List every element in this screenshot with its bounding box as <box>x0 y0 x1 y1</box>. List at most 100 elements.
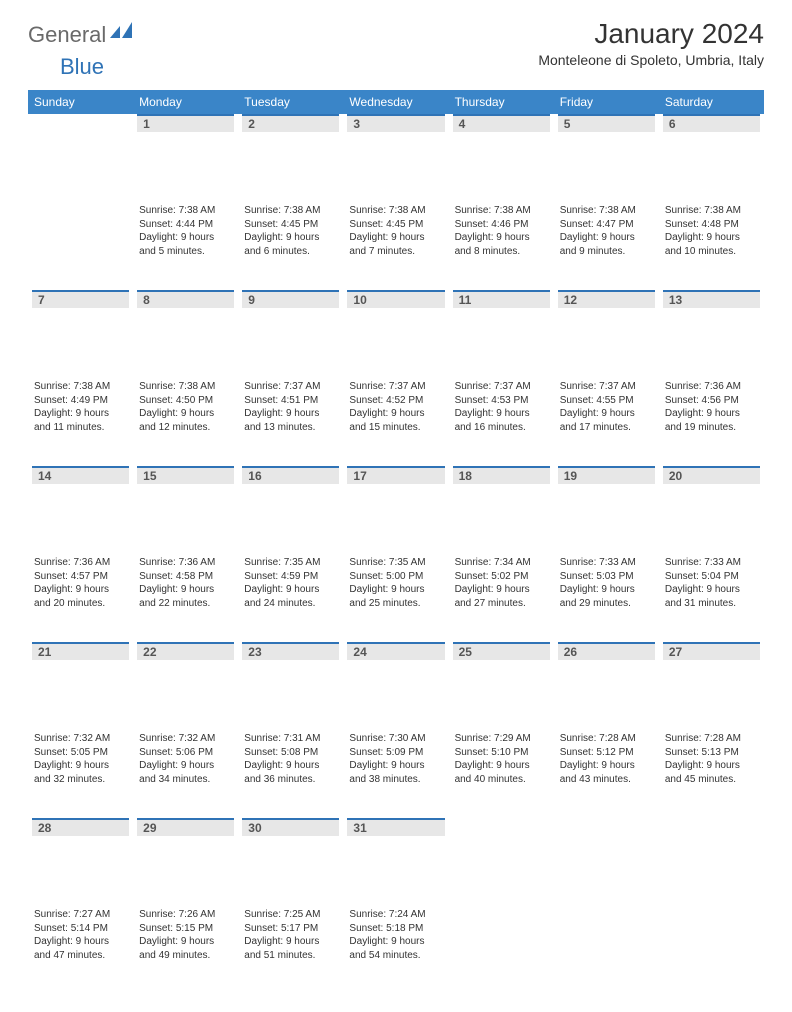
day-info-cell: Sunrise: 7:32 AMSunset: 5:05 PMDaylight:… <box>28 730 133 818</box>
day-header: Tuesday <box>238 90 343 114</box>
day-info: Sunrise: 7:25 AMSunset: 5:17 PMDaylight:… <box>242 906 339 962</box>
day-info-cell: Sunrise: 7:38 AMSunset: 4:50 PMDaylight:… <box>133 378 238 466</box>
day-number-cell: 23 <box>238 642 343 730</box>
day-info-cell: Sunrise: 7:38 AMSunset: 4:46 PMDaylight:… <box>449 202 554 290</box>
day-number: 11 <box>453 290 550 308</box>
week-info-row: Sunrise: 7:36 AMSunset: 4:57 PMDaylight:… <box>28 554 764 642</box>
day-info: Sunrise: 7:34 AMSunset: 5:02 PMDaylight:… <box>453 554 550 610</box>
day-number: 23 <box>242 642 339 660</box>
week-number-row: 78910111213 <box>28 290 764 378</box>
day-info: Sunrise: 7:38 AMSunset: 4:44 PMDaylight:… <box>137 202 234 258</box>
day-info: Sunrise: 7:37 AMSunset: 4:51 PMDaylight:… <box>242 378 339 434</box>
day-info-cell: Sunrise: 7:32 AMSunset: 5:06 PMDaylight:… <box>133 730 238 818</box>
day-number: 1 <box>137 114 234 132</box>
day-info-cell: Sunrise: 7:34 AMSunset: 5:02 PMDaylight:… <box>449 554 554 642</box>
day-number: 14 <box>32 466 129 484</box>
week-info-row: Sunrise: 7:38 AMSunset: 4:49 PMDaylight:… <box>28 378 764 466</box>
week-number-row: 123456 <box>28 114 764 202</box>
day-number: 10 <box>347 290 444 308</box>
day-info-cell <box>449 906 554 994</box>
day-number: 6 <box>663 114 760 132</box>
day-info-cell: Sunrise: 7:28 AMSunset: 5:12 PMDaylight:… <box>554 730 659 818</box>
week-number-row: 28293031 <box>28 818 764 906</box>
day-info-cell: Sunrise: 7:31 AMSunset: 5:08 PMDaylight:… <box>238 730 343 818</box>
day-number-cell: 20 <box>659 466 764 554</box>
day-info-cell: Sunrise: 7:36 AMSunset: 4:56 PMDaylight:… <box>659 378 764 466</box>
day-number-cell: 6 <box>659 114 764 202</box>
day-info: Sunrise: 7:28 AMSunset: 5:13 PMDaylight:… <box>663 730 760 786</box>
day-number-cell: 18 <box>449 466 554 554</box>
day-info-cell: Sunrise: 7:36 AMSunset: 4:58 PMDaylight:… <box>133 554 238 642</box>
day-number: 20 <box>663 466 760 484</box>
logo: General <box>28 18 135 48</box>
day-header: Monday <box>133 90 238 114</box>
day-number-cell: 10 <box>343 290 448 378</box>
day-info-cell: Sunrise: 7:38 AMSunset: 4:49 PMDaylight:… <box>28 378 133 466</box>
day-info: Sunrise: 7:35 AMSunset: 5:00 PMDaylight:… <box>347 554 444 610</box>
day-info-cell: Sunrise: 7:24 AMSunset: 5:18 PMDaylight:… <box>343 906 448 994</box>
day-number: 12 <box>558 290 655 308</box>
day-info: Sunrise: 7:33 AMSunset: 5:03 PMDaylight:… <box>558 554 655 610</box>
day-info-cell <box>28 202 133 290</box>
day-number: 16 <box>242 466 339 484</box>
day-number-cell: 9 <box>238 290 343 378</box>
day-info-cell: Sunrise: 7:33 AMSunset: 5:03 PMDaylight:… <box>554 554 659 642</box>
day-number: 8 <box>137 290 234 308</box>
day-number-cell: 7 <box>28 290 133 378</box>
day-info-cell: Sunrise: 7:38 AMSunset: 4:44 PMDaylight:… <box>133 202 238 290</box>
logo-text-blue: Blue <box>60 54 104 80</box>
day-number: 4 <box>453 114 550 132</box>
day-header: Thursday <box>449 90 554 114</box>
day-header-row: SundayMondayTuesdayWednesdayThursdayFrid… <box>28 90 764 114</box>
day-info-cell: Sunrise: 7:38 AMSunset: 4:48 PMDaylight:… <box>659 202 764 290</box>
day-number-cell: 5 <box>554 114 659 202</box>
day-number: 9 <box>242 290 339 308</box>
day-info-cell: Sunrise: 7:38 AMSunset: 4:47 PMDaylight:… <box>554 202 659 290</box>
day-number-cell <box>28 114 133 202</box>
day-info-cell: Sunrise: 7:38 AMSunset: 4:45 PMDaylight:… <box>343 202 448 290</box>
day-info: Sunrise: 7:36 AMSunset: 4:57 PMDaylight:… <box>32 554 129 610</box>
day-info: Sunrise: 7:31 AMSunset: 5:08 PMDaylight:… <box>242 730 339 786</box>
day-info: Sunrise: 7:32 AMSunset: 5:06 PMDaylight:… <box>137 730 234 786</box>
day-number-cell: 27 <box>659 642 764 730</box>
day-number-cell: 3 <box>343 114 448 202</box>
day-number-cell: 25 <box>449 642 554 730</box>
day-number: 15 <box>137 466 234 484</box>
day-number-cell: 30 <box>238 818 343 906</box>
day-info: Sunrise: 7:36 AMSunset: 4:56 PMDaylight:… <box>663 378 760 434</box>
day-number-cell: 29 <box>133 818 238 906</box>
day-number-cell: 24 <box>343 642 448 730</box>
week-info-row: Sunrise: 7:32 AMSunset: 5:05 PMDaylight:… <box>28 730 764 818</box>
day-info: Sunrise: 7:37 AMSunset: 4:55 PMDaylight:… <box>558 378 655 434</box>
day-info-cell: Sunrise: 7:33 AMSunset: 5:04 PMDaylight:… <box>659 554 764 642</box>
day-info-cell: Sunrise: 7:37 AMSunset: 4:51 PMDaylight:… <box>238 378 343 466</box>
day-number-cell: 22 <box>133 642 238 730</box>
day-info-cell: Sunrise: 7:30 AMSunset: 5:09 PMDaylight:… <box>343 730 448 818</box>
day-info: Sunrise: 7:33 AMSunset: 5:04 PMDaylight:… <box>663 554 760 610</box>
week-info-row: Sunrise: 7:27 AMSunset: 5:14 PMDaylight:… <box>28 906 764 994</box>
day-info: Sunrise: 7:24 AMSunset: 5:18 PMDaylight:… <box>347 906 444 962</box>
day-info: Sunrise: 7:38 AMSunset: 4:45 PMDaylight:… <box>242 202 339 258</box>
day-number: 2 <box>242 114 339 132</box>
day-info: Sunrise: 7:38 AMSunset: 4:47 PMDaylight:… <box>558 202 655 258</box>
day-info-cell: Sunrise: 7:37 AMSunset: 4:55 PMDaylight:… <box>554 378 659 466</box>
day-header: Sunday <box>28 90 133 114</box>
day-number-cell: 11 <box>449 290 554 378</box>
day-number: 7 <box>32 290 129 308</box>
day-header: Wednesday <box>343 90 448 114</box>
day-number: 18 <box>453 466 550 484</box>
day-number-cell: 28 <box>28 818 133 906</box>
title-block: January 2024 Monteleone di Spoleto, Umbr… <box>538 18 764 68</box>
location-subtitle: Monteleone di Spoleto, Umbria, Italy <box>538 52 764 68</box>
day-info-cell: Sunrise: 7:29 AMSunset: 5:10 PMDaylight:… <box>449 730 554 818</box>
day-number-cell: 1 <box>133 114 238 202</box>
day-info-cell: Sunrise: 7:25 AMSunset: 5:17 PMDaylight:… <box>238 906 343 994</box>
day-number: 21 <box>32 642 129 660</box>
day-info-cell: Sunrise: 7:38 AMSunset: 4:45 PMDaylight:… <box>238 202 343 290</box>
day-number: 19 <box>558 466 655 484</box>
day-info: Sunrise: 7:38 AMSunset: 4:46 PMDaylight:… <box>453 202 550 258</box>
day-info: Sunrise: 7:36 AMSunset: 4:58 PMDaylight:… <box>137 554 234 610</box>
day-info-cell: Sunrise: 7:36 AMSunset: 4:57 PMDaylight:… <box>28 554 133 642</box>
day-info: Sunrise: 7:38 AMSunset: 4:49 PMDaylight:… <box>32 378 129 434</box>
day-info-cell <box>659 906 764 994</box>
